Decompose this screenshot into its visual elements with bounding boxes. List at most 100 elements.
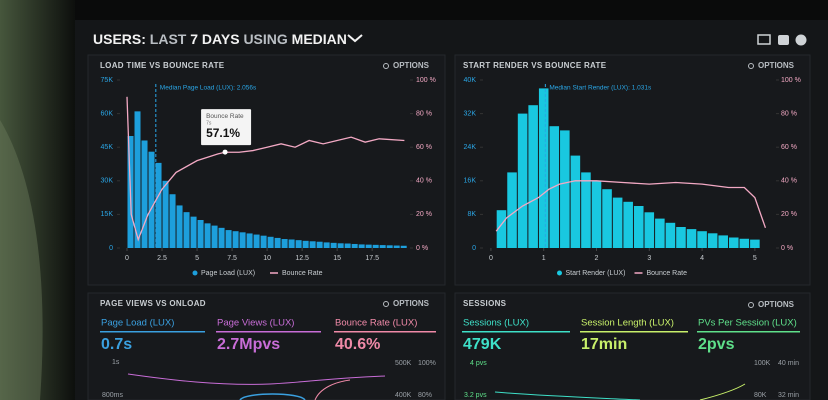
y2-tick-label: 100 % bbox=[781, 77, 801, 84]
y2-tick-label: 20 % bbox=[781, 211, 797, 218]
histogram-bar bbox=[309, 241, 316, 248]
x-tick-label: 4 bbox=[700, 255, 704, 262]
histogram-bar bbox=[288, 239, 295, 248]
gear-icon[interactable] bbox=[748, 302, 754, 308]
y2-tick-label: 0 % bbox=[781, 245, 793, 252]
panel bbox=[454, 292, 811, 400]
metric-label: Sessions (LUX) bbox=[463, 318, 529, 329]
help-icon[interactable] bbox=[795, 34, 807, 46]
histogram-bar bbox=[225, 230, 232, 248]
histogram-bar bbox=[246, 233, 253, 248]
title-part: USERS: bbox=[93, 31, 146, 47]
axis-label: 100% bbox=[418, 360, 436, 367]
trend-line bbox=[314, 379, 351, 400]
histogram-bar bbox=[232, 231, 239, 248]
monitor-icon[interactable] bbox=[757, 34, 771, 45]
options-button[interactable]: OPTIONS bbox=[393, 61, 430, 70]
histogram-bar bbox=[176, 205, 183, 248]
histogram-bar bbox=[337, 243, 344, 248]
histogram-bar bbox=[612, 197, 623, 248]
gear-icon[interactable] bbox=[383, 301, 389, 307]
histogram-bar bbox=[538, 88, 549, 249]
y2-tick-label: 0 % bbox=[416, 245, 428, 252]
x-tick-label: 17.5 bbox=[365, 255, 379, 262]
title-part: MEDIAN bbox=[292, 31, 347, 47]
y-tick-label: 30K bbox=[101, 178, 114, 185]
x-tick-label: 5 bbox=[753, 255, 757, 262]
legend-label: Bounce Rate bbox=[647, 270, 688, 277]
y2-tick-label: 60 % bbox=[416, 144, 432, 151]
histogram-bar bbox=[372, 244, 379, 248]
y2-tick-label: 40 % bbox=[781, 178, 797, 185]
axis-label: 400K bbox=[395, 392, 412, 399]
histogram-bar bbox=[316, 241, 323, 248]
leaf bbox=[0, 120, 43, 400]
metric-value: 40.6% bbox=[335, 336, 380, 353]
y-tick-label: 24K bbox=[464, 144, 477, 151]
histogram-bar bbox=[728, 237, 739, 248]
histogram-bar bbox=[676, 227, 686, 248]
y-tick-label: 60K bbox=[101, 110, 114, 117]
gear-icon[interactable] bbox=[748, 63, 754, 69]
tooltip-point bbox=[222, 149, 228, 155]
y2-tick-label: 80 % bbox=[416, 110, 432, 117]
histogram-bar bbox=[330, 242, 337, 248]
histogram-bar bbox=[358, 244, 365, 248]
panel-title: PAGE VIEWS VS ONLOAD bbox=[100, 299, 206, 308]
tooltip-value: 57.1% bbox=[206, 126, 240, 140]
legend-swatch bbox=[557, 270, 562, 276]
histogram-bar bbox=[379, 245, 386, 248]
y-tick-label: 0 bbox=[472, 245, 476, 252]
title-part: USING bbox=[243, 31, 287, 47]
histogram-bar bbox=[162, 180, 169, 248]
axis-label: 3.2 pvs bbox=[464, 392, 487, 399]
histogram-bar bbox=[148, 151, 155, 248]
gear-icon[interactable] bbox=[383, 63, 389, 69]
axis-label: 100K bbox=[754, 360, 771, 367]
histogram-bar bbox=[295, 240, 302, 248]
histogram-bar bbox=[204, 223, 211, 248]
metric-label: Session Length (LUX) bbox=[581, 318, 674, 329]
underline bbox=[697, 331, 800, 333]
histogram-bar bbox=[686, 229, 697, 248]
histogram-bar bbox=[134, 111, 141, 248]
metric-value: 0.7s bbox=[101, 336, 132, 353]
options-button[interactable]: OPTIONS bbox=[758, 300, 795, 309]
tooltip-subtitle: 7s bbox=[206, 120, 212, 126]
histogram-bar bbox=[386, 245, 393, 248]
histogram-bar bbox=[260, 235, 267, 248]
histogram-bar bbox=[602, 189, 612, 248]
y-tick-label: 75K bbox=[101, 77, 114, 84]
legend-label: Page Load (LUX) bbox=[201, 270, 255, 277]
dropdown-arrow[interactable] bbox=[347, 34, 363, 43]
plant-blur bbox=[0, 0, 75, 400]
axis-label: 32 min bbox=[778, 392, 799, 399]
underline bbox=[580, 331, 688, 333]
options-button[interactable]: OPTIONS bbox=[758, 61, 795, 70]
histogram-bar bbox=[344, 243, 351, 248]
legend-swatch bbox=[192, 270, 198, 276]
histogram-bar bbox=[718, 235, 728, 248]
histogram-bar bbox=[517, 113, 528, 248]
x-tick-label: 15 bbox=[333, 255, 341, 262]
x-tick-label: 3 bbox=[647, 255, 651, 262]
histogram-bar bbox=[507, 172, 517, 248]
trend-line bbox=[239, 393, 306, 400]
axis-label: 80% bbox=[418, 392, 432, 399]
bounce-line bbox=[126, 96, 405, 242]
histogram-bar bbox=[570, 155, 581, 248]
histogram-bar bbox=[365, 244, 372, 248]
y2-tick-label: 100 % bbox=[416, 77, 436, 84]
histogram-bar bbox=[267, 236, 274, 248]
histogram-bar bbox=[707, 233, 718, 248]
options-button[interactable]: OPTIONS bbox=[393, 299, 430, 308]
panel bbox=[87, 292, 446, 400]
image-icon[interactable] bbox=[778, 35, 789, 45]
axis-label: 40 min bbox=[778, 360, 799, 367]
histogram-bar bbox=[496, 210, 507, 248]
histogram-bar bbox=[274, 237, 281, 248]
y-tick-label: 15K bbox=[101, 211, 114, 218]
histogram-bar bbox=[623, 201, 633, 248]
y-tick-label: 32K bbox=[464, 110, 477, 117]
